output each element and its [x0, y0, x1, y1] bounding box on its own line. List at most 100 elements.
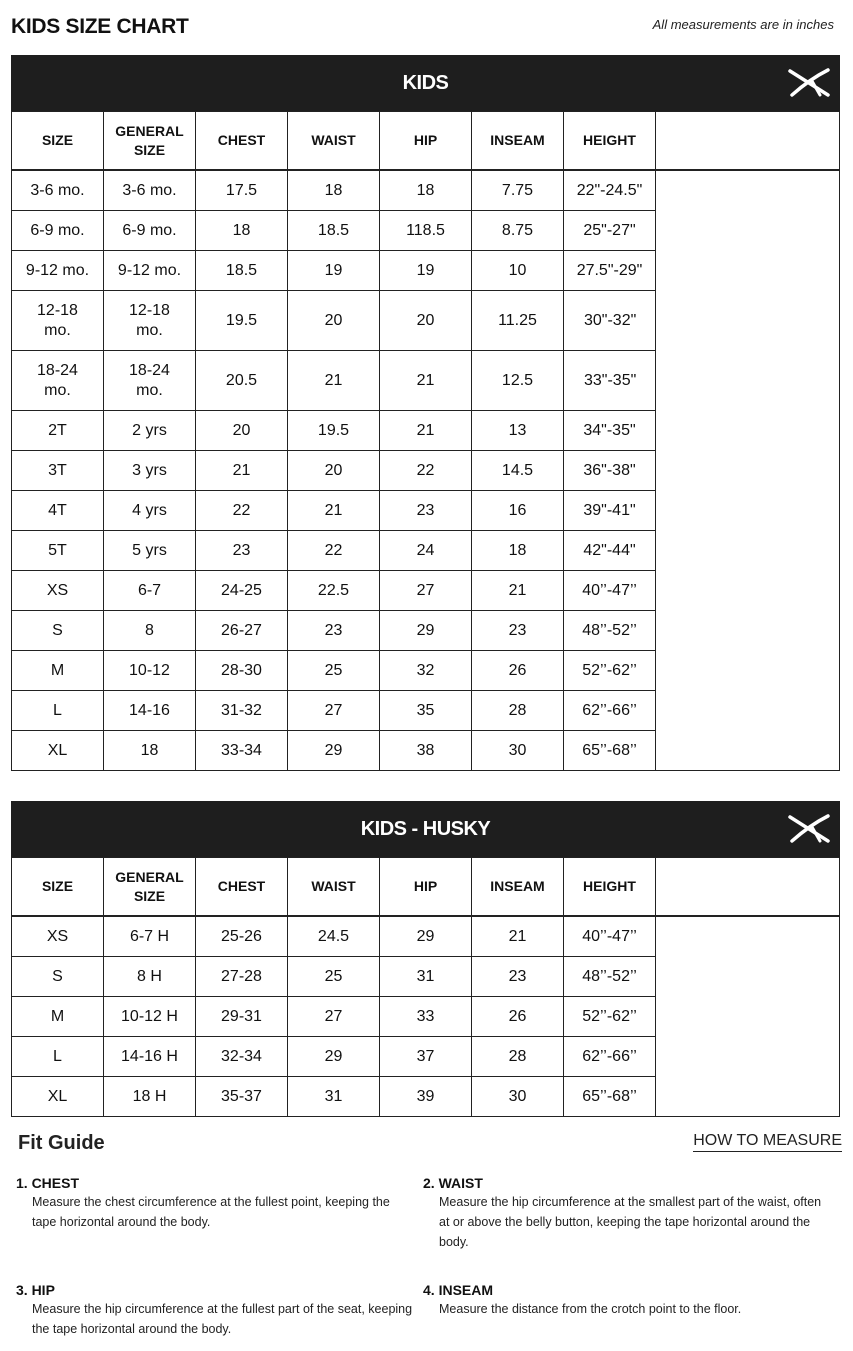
column-header: GENERAL SIZE	[103, 111, 196, 171]
kids-husky-size-table: KIDS - HUSKY SIZE GENERAL SIZE CHEST WAIST HI…	[11, 801, 840, 1117]
fit-item-text: Measure the hip circumference at the sma…	[439, 1195, 822, 1249]
table-cell: 24	[379, 530, 472, 571]
column-header: HEIGHT	[563, 111, 656, 171]
table-cell: 22"-24.5"	[563, 169, 656, 211]
table-cell: 5T	[11, 530, 104, 571]
table-cell: S	[11, 610, 104, 651]
table-row: L 14-16 H 32-34 29 37 28 62’’-66’’	[11, 1036, 840, 1077]
table-cell: 18.5	[287, 210, 380, 251]
table-cell: 52’’-62’’	[563, 650, 656, 691]
table-cell: 20	[195, 410, 288, 451]
table-row: 12-18 mo. 12-18 mo. 19.5 20 20 11.25 30"-32"	[11, 290, 840, 351]
table-cell: 5 yrs	[103, 530, 196, 571]
table-cell: 29	[287, 1036, 380, 1077]
table-cell: L	[11, 690, 104, 731]
table-cell: 18-24 mo.	[11, 350, 104, 411]
table-cell: 65’’-68’’	[563, 1076, 656, 1117]
page-title: KIDS SIZE CHART	[11, 15, 189, 38]
table-cell: XL	[11, 1076, 104, 1117]
table-cell: S	[11, 956, 104, 997]
fit-item-heading: 4. INSEAM	[423, 1282, 494, 1298]
table-cell: 33	[379, 996, 472, 1037]
kids-size-table: KIDS SIZE GENERAL SIZE CHEST WAIST HIP INSEAM H…	[11, 55, 840, 771]
measurement-note: All measurements are in inches	[652, 17, 834, 32]
table-cell: 18	[379, 169, 472, 211]
table-cell: 27	[287, 690, 380, 731]
table-row: XS 6-7 H 25-26 24.5 29 21 40’’-47’’	[11, 915, 840, 1117]
table-cell: 4T	[11, 490, 104, 531]
table-cell: 26	[471, 650, 564, 691]
fit-item-heading: 1. CHEST	[16, 1175, 80, 1191]
table-cell: 6-7	[103, 570, 196, 611]
table-cell: 22.5	[287, 570, 380, 611]
table-cell: 18	[103, 730, 196, 771]
table-cell: 2 yrs	[103, 410, 196, 451]
table-row: XL 18 33-34 29 38 30 65’’-68’’	[11, 730, 840, 771]
table-cell: XS	[11, 915, 104, 957]
table-cell: 31	[379, 956, 472, 997]
table-cell: 23	[379, 490, 472, 531]
table-cell: 6-9 mo.	[103, 210, 196, 251]
table-cell: 18	[195, 210, 288, 251]
table-row: M 10-12 H 29-31 27 33 26 52’’-62’’	[11, 996, 840, 1037]
table-cell: 3-6 mo.	[11, 169, 104, 211]
table-cell: 39	[379, 1076, 472, 1117]
table-cell: 48’’-52’’	[563, 956, 656, 997]
table-cell: 33"-35"	[563, 350, 656, 411]
table-row: L 14-16 31-32 27 35 28 62’’-66’’	[11, 690, 840, 731]
table-cell: 33-34	[195, 730, 288, 771]
size-table: SIZE GENERAL SIZE CHEST WAIST HIP INSEAM HEIGH…	[11, 111, 840, 771]
table-row: S 8 26-27 23 29 23 48’’-52’’	[11, 610, 840, 651]
table-cell: 35-37	[195, 1076, 288, 1117]
table-cell: 62’’-66’’	[563, 690, 656, 731]
table-cell: 20	[287, 450, 380, 491]
table-cell: 25-26	[195, 915, 288, 957]
header-row: SIZE GENERAL SIZE CHEST WAIST HIP INSEAM HEIGH…	[11, 857, 840, 917]
table-cell: 20	[287, 290, 380, 351]
table-cell: 22	[195, 490, 288, 531]
table-cell: XL	[11, 730, 104, 771]
table-cell: 23	[287, 610, 380, 651]
table-cell: 30"-32"	[563, 290, 656, 351]
brand-x-logo-icon	[788, 67, 830, 99]
table-cell: 36"-38"	[563, 450, 656, 491]
brand-x-logo-icon	[788, 813, 830, 845]
table-row: 6-9 mo. 6-9 mo. 18 18.5 118.5 8.75 25"-27"	[11, 210, 840, 251]
table-cell: M	[11, 996, 104, 1037]
table-cell: 28	[471, 1036, 564, 1077]
table-cell: 24.5	[287, 915, 380, 957]
table-cell: 38	[379, 730, 472, 771]
table-cell: 18.5	[195, 250, 288, 291]
table-row: XS 6-7 24-25 22.5 27 21 40’’-47’’	[11, 570, 840, 611]
table-cell: 29	[287, 730, 380, 771]
table-cell: 27	[379, 570, 472, 611]
fit-item-heading: 3. HIP	[16, 1282, 55, 1298]
table-cell: 32	[379, 650, 472, 691]
table-cell: 25	[287, 650, 380, 691]
table-cell: 25"-27"	[563, 210, 656, 251]
table-cell: 17.5	[195, 169, 288, 211]
table-cell: 27-28	[195, 956, 288, 997]
table-cell: 21	[379, 350, 472, 411]
table-cell: 9-12 mo.	[103, 250, 196, 291]
column-header: INSEAM	[471, 111, 564, 171]
fit-item-waist: 2. WAIST Measure the hip circumference at…	[423, 1175, 823, 1252]
column-header: HIP	[379, 111, 472, 171]
how-to-measure-link[interactable]: HOW TO MEASURE	[693, 1132, 842, 1152]
table-cell: 9-12 mo.	[11, 250, 104, 291]
table-cell: 48’’-52’’	[563, 610, 656, 651]
table-cell: 31-32	[195, 690, 288, 731]
table-cell: 21	[287, 350, 380, 411]
table-title-bar: KIDS - HUSKY	[11, 801, 840, 857]
table-cell: 20.5	[195, 350, 288, 411]
size-table: SIZE GENERAL SIZE CHEST WAIST HIP INSEAM HEIGH…	[11, 857, 840, 1117]
table-cell: 30	[471, 1076, 564, 1117]
table-cell: 2T	[11, 410, 104, 451]
table-cell: 27	[287, 996, 380, 1037]
table-title-bar: KIDS	[11, 55, 840, 111]
table-cell: 39"-41"	[563, 490, 656, 531]
table-cell: 12-18 mo.	[11, 290, 104, 351]
table-cell: 8	[103, 610, 196, 651]
table-cell: 62’’-66’’	[563, 1036, 656, 1077]
